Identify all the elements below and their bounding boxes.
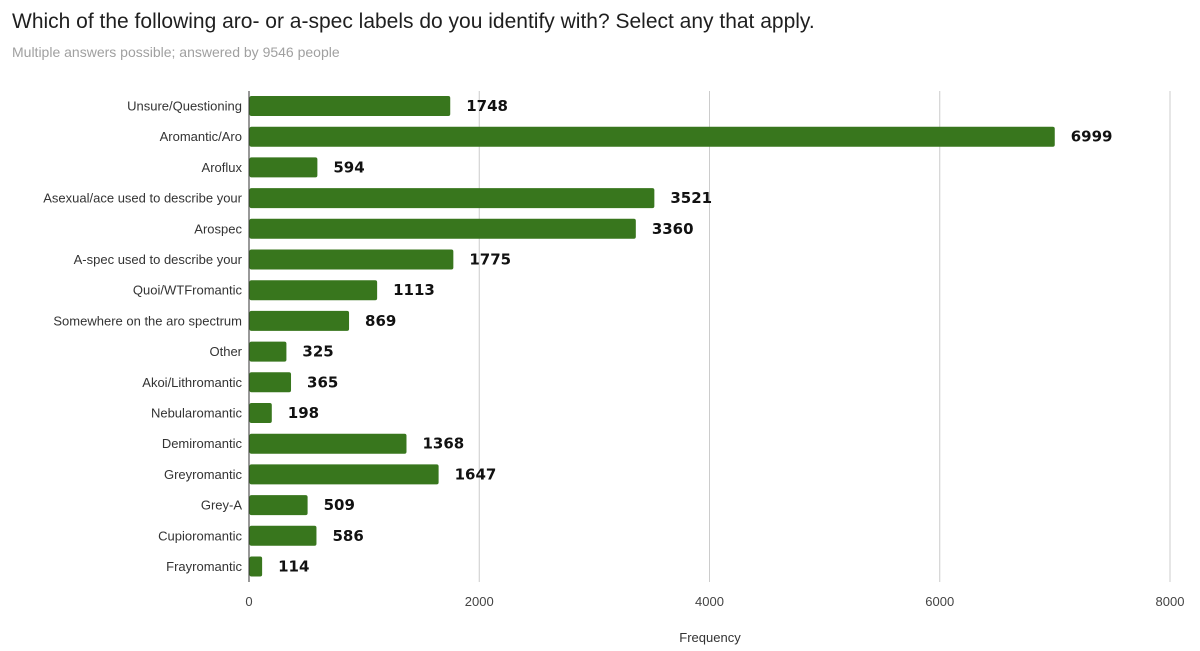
bar [249, 556, 263, 577]
category-label: Greyromantic [164, 467, 243, 482]
x-tick-label: 6000 [925, 594, 954, 609]
bar [249, 341, 287, 362]
category-label: Aromantic/Aro [160, 129, 242, 144]
data-label: 365 [307, 373, 338, 391]
data-label: 114 [278, 558, 309, 576]
data-label: 1748 [466, 97, 508, 115]
data-label: 1775 [469, 251, 511, 269]
data-label: 1113 [393, 281, 435, 299]
chart-title: Which of the following aro- or a-spec la… [12, 10, 815, 33]
x-tick-label: 4000 [695, 594, 724, 609]
bar [249, 157, 318, 178]
category-label: Unsure/Questioning [127, 99, 242, 114]
data-label: 6999 [1071, 128, 1113, 146]
category-label: Aroflux [202, 160, 243, 175]
bar [249, 433, 407, 454]
data-label: 3521 [670, 189, 712, 207]
bar [249, 310, 350, 331]
data-label: 3360 [652, 220, 694, 238]
chart-subtitle: Multiple answers possible; answered by 9… [12, 44, 340, 60]
data-label: 1368 [422, 435, 464, 453]
bar [249, 464, 439, 485]
category-label: Somewhere on the aro spectrum [53, 313, 242, 328]
category-label: Other [209, 344, 242, 359]
x-tick-label: 2000 [465, 594, 494, 609]
bar [249, 249, 454, 270]
data-label: 1647 [455, 465, 497, 483]
category-label: Cupioromantic [158, 528, 242, 543]
data-label: 586 [332, 527, 363, 545]
bar [249, 96, 451, 116]
category-label: Akoi/Lithromantic [142, 375, 242, 390]
bar [249, 218, 636, 239]
category-label: Asexual/ace used to describe your [43, 191, 242, 206]
data-label: 869 [365, 312, 396, 330]
category-label: Frayromantic [166, 559, 242, 574]
data-label: 594 [333, 158, 364, 176]
bar [249, 495, 308, 516]
data-label: 509 [324, 496, 355, 514]
category-label: Nebularomantic [151, 406, 243, 421]
category-label: Arospec [194, 221, 242, 236]
data-label: 198 [288, 404, 319, 422]
data-label: 325 [302, 343, 333, 361]
bar [249, 525, 317, 546]
x-tick-label: 0 [245, 594, 252, 609]
bar [249, 372, 292, 393]
category-label: Quoi/WTFromantic [133, 283, 243, 298]
bar [249, 188, 655, 209]
category-label: Grey-A [201, 498, 243, 513]
x-axis-label: Frequency [679, 630, 741, 645]
category-label: A-spec used to describe your [74, 252, 243, 267]
bar [249, 126, 1055, 147]
bar [249, 403, 272, 423]
bar [249, 280, 378, 301]
category-label: Demiromantic [162, 436, 243, 451]
x-tick-label: 8000 [1156, 594, 1185, 609]
